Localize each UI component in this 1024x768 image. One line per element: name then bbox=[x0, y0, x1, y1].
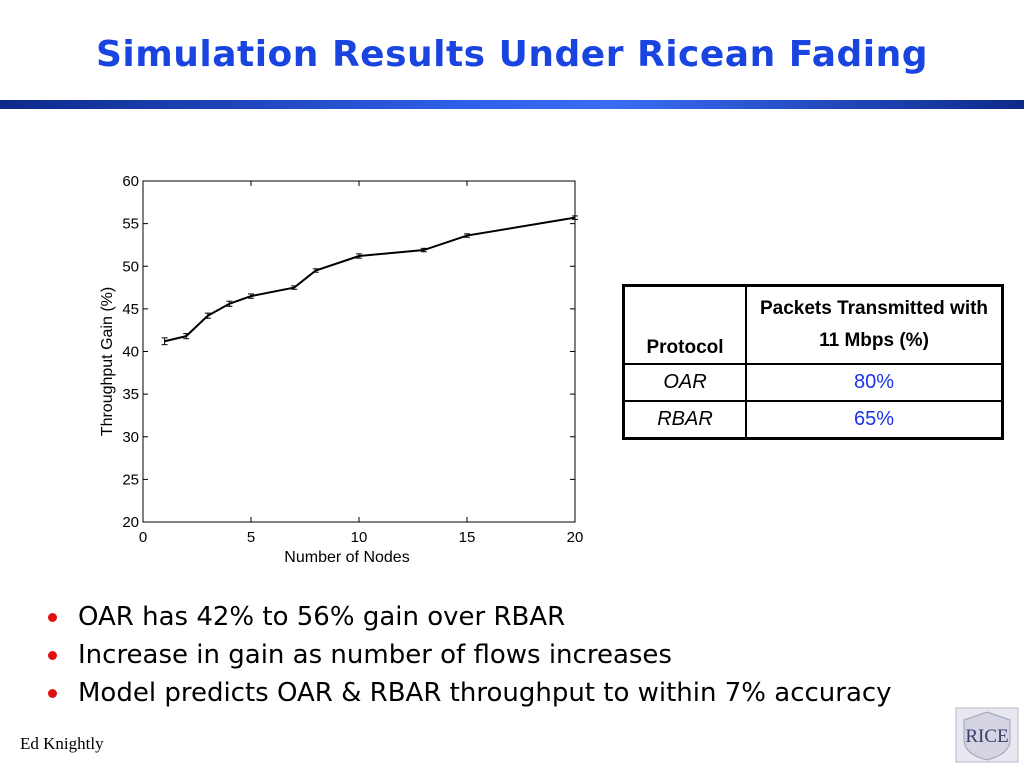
header-protocol: Protocol bbox=[622, 284, 747, 365]
y-tick-label: 45 bbox=[122, 301, 139, 318]
rice-logo: RICE bbox=[955, 707, 1019, 763]
list-item: OAR has 42% to 56% gain over RBAR bbox=[46, 598, 892, 636]
y-tick-label: 25 bbox=[122, 471, 139, 488]
protocol-cell: RBAR bbox=[622, 400, 747, 440]
error-bar bbox=[572, 215, 578, 220]
header-packets: Packets Transmitted with 11 Mbps (%) bbox=[745, 284, 1004, 365]
slide-title: Simulation Results Under Ricean Fading bbox=[95, 34, 929, 75]
error-bar bbox=[183, 333, 190, 340]
bullet-icon bbox=[48, 651, 57, 660]
error-bar bbox=[226, 300, 233, 307]
protocol-table: Protocol Packets Transmitted with 11 Mbp… bbox=[622, 284, 1004, 440]
title-divider bbox=[0, 100, 1024, 109]
table-row: OAR 80% bbox=[622, 363, 1004, 402]
protocol-cell: OAR bbox=[622, 363, 747, 402]
y-tick-label: 55 bbox=[122, 216, 139, 233]
x-tick-label: 0 bbox=[139, 529, 147, 546]
x-tick-label: 5 bbox=[247, 529, 255, 546]
error-bar bbox=[248, 293, 254, 299]
table-row: RBAR 65% bbox=[622, 400, 1004, 440]
x-axis-label: Number of Nodes bbox=[284, 549, 409, 566]
error-bar bbox=[420, 247, 427, 253]
series-line bbox=[164, 216, 576, 343]
y-tick-label: 50 bbox=[122, 258, 139, 275]
bullet-icon bbox=[48, 613, 57, 622]
svg-text:RICE: RICE bbox=[965, 726, 1008, 747]
bullet-list: OAR has 42% to 56% gain over RBAR Increa… bbox=[46, 598, 892, 712]
author-name: Ed Knightly bbox=[20, 734, 104, 753]
bullet-text: OAR has 42% to 56% gain over RBAR bbox=[78, 602, 566, 632]
bullet-icon bbox=[48, 689, 57, 698]
value-cell: 80% bbox=[745, 363, 1004, 402]
error-bar bbox=[291, 285, 298, 290]
throughput-gain-chart: 20 25 30 35 40 45 50 55 60 0 5 10 15 20 Number of No… bbox=[99, 173, 584, 566]
table-header-row: Protocol Packets Transmitted with 11 Mbp… bbox=[622, 284, 1004, 365]
y-tick-label: 60 bbox=[122, 173, 139, 190]
list-item: Model predicts OAR & RBAR throughput to … bbox=[46, 674, 892, 712]
value-cell: 65% bbox=[745, 400, 1004, 440]
y-tick-label: 20 bbox=[122, 514, 139, 531]
bullet-text: Increase in gain as number of flows incr… bbox=[78, 640, 672, 670]
error-bar bbox=[161, 337, 168, 346]
error-bar bbox=[204, 312, 211, 319]
y-tick-label: 35 bbox=[122, 386, 139, 403]
x-tick-label: 10 bbox=[351, 529, 368, 546]
list-item: Increase in gain as number of flows incr… bbox=[46, 636, 892, 674]
y-tick-label: 30 bbox=[122, 429, 139, 446]
x-tick-label: 20 bbox=[567, 529, 584, 546]
error-bar bbox=[312, 268, 319, 273]
x-tick-label: 15 bbox=[459, 529, 476, 546]
y-axis-label: Throughput Gain (%) bbox=[99, 287, 116, 436]
error-bar bbox=[356, 253, 362, 259]
y-tick-label: 40 bbox=[122, 344, 139, 361]
error-bar bbox=[464, 233, 470, 238]
plot-area bbox=[142, 180, 576, 523]
bullet-text: Model predicts OAR & RBAR throughput to … bbox=[78, 678, 892, 708]
